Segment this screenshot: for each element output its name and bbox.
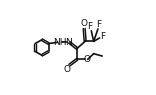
- Text: O: O: [64, 65, 71, 74]
- Text: F: F: [87, 22, 93, 31]
- Text: F: F: [100, 32, 105, 41]
- Text: N: N: [65, 38, 71, 47]
- Text: F: F: [96, 20, 101, 29]
- Text: NH: NH: [53, 38, 66, 47]
- Text: O: O: [83, 55, 90, 64]
- Text: O: O: [81, 19, 88, 28]
